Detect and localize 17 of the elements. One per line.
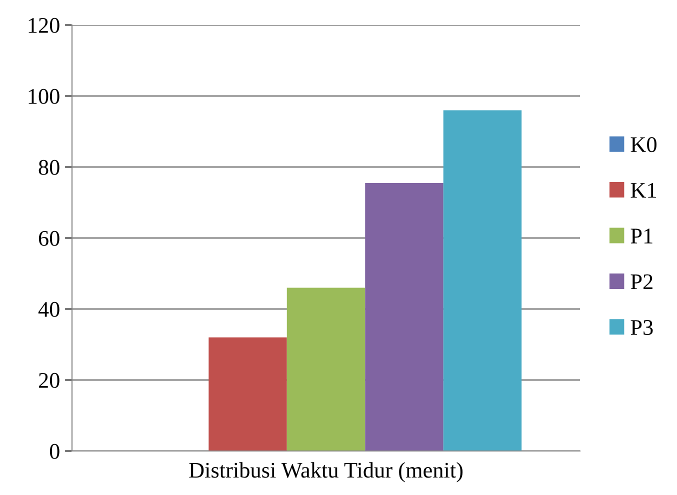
legend-label: P1 <box>630 228 652 244</box>
y-tick-label: 120 <box>28 18 60 33</box>
y-tick-label: 20 <box>38 372 60 388</box>
legend-label: P3 <box>630 320 653 335</box>
y-tick-label: 60 <box>38 230 60 246</box>
y-tick-label: 0 <box>50 444 60 459</box>
bar <box>443 110 522 451</box>
y-tick-label: 40 <box>38 302 60 317</box>
y-tick-label: 80 <box>38 160 60 175</box>
y-tick-label: 100 <box>28 88 60 104</box>
legend-label: K1 <box>630 182 656 198</box>
bar <box>365 182 444 451</box>
bar <box>286 288 366 451</box>
legend-label: K0 <box>630 137 656 152</box>
x-tick-label: Distribusi Waktu Tidur (menit) <box>189 462 463 482</box>
legend-label: P2 <box>630 274 652 290</box>
bar <box>208 337 287 451</box>
